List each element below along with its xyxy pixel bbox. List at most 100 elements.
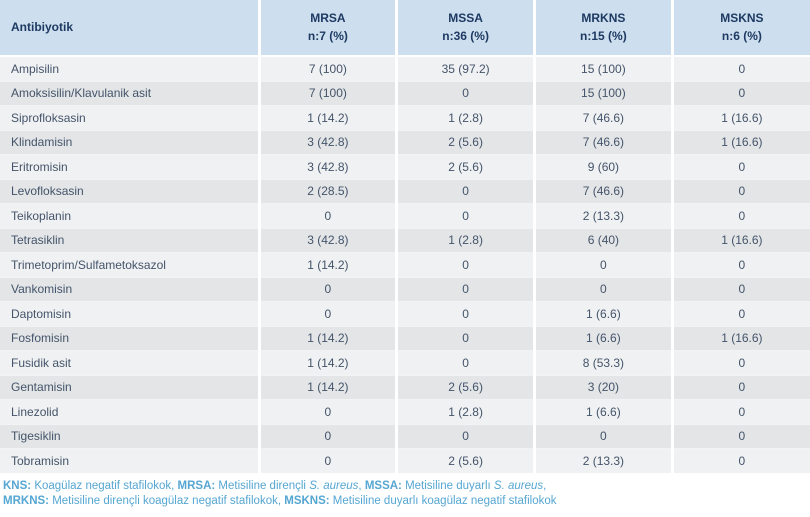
value-cell: 1 (16.6) <box>670 105 810 130</box>
header-label: MSKNS <box>720 11 764 26</box>
footnote-text: , <box>358 479 365 492</box>
value-cell: 1 (6.6) <box>533 399 673 424</box>
table-row: Daptomisin 0 0 1 (6.6) 0 <box>0 301 810 326</box>
antibiotic-name-cell: Tetrasiklin <box>0 227 259 253</box>
value-cell: 1 (6.6) <box>533 301 673 326</box>
table-body: Ampisilin 7 (100) 35 (97.2) 15 (100) 0 Amoksi… <box>0 55 810 473</box>
value-cell: 1 (14.2) <box>257 105 397 130</box>
antibiotic-name-cell: Eritromisin <box>0 154 259 179</box>
table-header: Antibiyotik MRSA n:7 (%) MSSA n:36 (%) M… <box>0 0 810 57</box>
footnote-line: MRKNS: Metisiline dirençli koagülaz nega… <box>3 494 810 509</box>
value-cell: 1 (2.8) <box>395 399 535 424</box>
antibiotic-name-cell: Fusidik asit <box>0 350 259 375</box>
value-cell: 3 (42.8) <box>257 129 397 155</box>
value-cell: 35 (97.2) <box>395 55 535 81</box>
value-cell: 0 <box>670 301 810 326</box>
table-row: Vankomisin 0 0 0 0 <box>0 276 810 302</box>
value-cell: 7 (46.6) <box>533 105 673 130</box>
table-row: Fusidik asit 1 (14.2) 0 8 (53.3) 0 <box>0 350 810 375</box>
table-row: Tigesiklin 0 0 0 0 <box>0 423 810 449</box>
header-label: MRSA <box>310 11 346 26</box>
value-cell: 1 (16.6) <box>670 325 810 351</box>
value-cell: 1 (14.2) <box>257 252 397 277</box>
value-cell: 2 (13.3) <box>533 448 673 473</box>
value-cell: 0 <box>395 325 535 351</box>
value-cell: 0 <box>670 252 810 277</box>
value-cell: 0 <box>257 276 397 302</box>
value-cell: 2 (5.6) <box>395 374 535 400</box>
value-cell: 1 (2.8) <box>395 227 535 253</box>
value-cell: 7 (100) <box>257 55 397 81</box>
header-mssa: MSSA n:36 (%) <box>395 0 535 57</box>
value-cell: 0 <box>670 350 810 375</box>
value-cell: 0 <box>670 448 810 473</box>
value-cell: 0 <box>395 301 535 326</box>
value-cell: 0 <box>257 203 397 228</box>
antibiotic-name-cell: Ampisilin <box>0 55 259 81</box>
value-cell: 9 (60) <box>533 154 673 179</box>
value-cell: 2 (13.3) <box>533 203 673 228</box>
value-cell: 2 (5.6) <box>395 154 535 179</box>
header-n-count: n:36 (%) <box>442 28 489 43</box>
value-cell: 8 (53.3) <box>533 350 673 375</box>
header-n-count: n:7 (%) <box>307 28 348 43</box>
value-cell: 0 <box>670 178 810 204</box>
table-row: Amoksisilin/Klavulanik asit 7 (100) 0 15 (1… <box>0 80 810 106</box>
header-mrsa: MRSA n:7 (%) <box>257 0 397 57</box>
footnote-abbreviation: MRSA: <box>177 479 216 492</box>
footnote: KNS: Koagülaz negatif stafilokok, MRSA: … <box>0 479 810 509</box>
header-mrkns: MRKNS n:15 (%) <box>533 0 673 57</box>
value-cell: 0 <box>533 423 673 449</box>
footnote-line: KNS: Koagülaz negatif stafilokok, MRSA: … <box>3 479 810 494</box>
value-cell: 3 (42.8) <box>257 227 397 253</box>
value-cell: 15 (100) <box>533 80 673 106</box>
antibiotic-resistance-table: Antibiyotik MRSA n:7 (%) MSSA n:36 (%) M… <box>0 0 810 473</box>
antibiotic-name-cell: Tigesiklin <box>0 423 259 449</box>
antibiotic-name-cell: Trimetoprim/Sulfametoksazol <box>0 252 259 277</box>
footnote-text: Koagülaz negatif stafilokok, <box>31 479 178 492</box>
value-cell: 1 (16.6) <box>670 129 810 155</box>
header-mskns: MSKNS n:6 (%) <box>670 0 810 57</box>
footnote-text: Metisiline duyarlı <box>401 479 494 492</box>
value-cell: 2 (28.5) <box>257 178 397 204</box>
footnote-text: Metisiline duyarlı koagülaz negatif staf… <box>329 494 557 507</box>
table-row: Tetrasiklin 3 (42.8) 1 (2.8) 6 (40) 1 (16.6) <box>0 227 810 253</box>
value-cell: 0 <box>533 252 673 277</box>
header-row: Antibiyotik MRSA n:7 (%) MSSA n:36 (%) M… <box>0 0 810 57</box>
table-row: Klindamisin 3 (42.8) 2 (5.6) 7 (46.6) 1 (16.… <box>0 129 810 155</box>
value-cell: 0 <box>395 252 535 277</box>
value-cell: 0 <box>395 203 535 228</box>
antibiotic-name-cell: Teikoplanin <box>0 203 259 228</box>
antibiotic-name-cell: Daptomisin <box>0 301 259 326</box>
antibiotic-name-cell: Levofloksasin <box>0 178 259 204</box>
value-cell: 0 <box>395 80 535 106</box>
table-row: Tobramisin 0 2 (5.6) 2 (13.3) 0 <box>0 448 810 473</box>
footnote-abbreviation: MSKNS: <box>284 494 330 507</box>
footnote-text: S. aureus <box>309 479 359 492</box>
table-row: Eritromisin 3 (42.8) 2 (5.6) 9 (60) 0 <box>0 154 810 179</box>
header-label: MSSA <box>448 11 483 26</box>
antibiotic-name-cell: Amoksisilin/Klavulanik asit <box>0 80 259 106</box>
footnote-text: Metisiline dirençli <box>215 479 310 492</box>
table-row: Levofloksasin 2 (28.5) 0 7 (46.6) 0 <box>0 178 810 204</box>
value-cell: 0 <box>670 55 810 81</box>
table-row: Ampisilin 7 (100) 35 (97.2) 15 (100) 0 <box>0 55 810 81</box>
footnote-abbreviation: MRKNS: <box>3 494 49 507</box>
value-cell: 1 (14.2) <box>257 350 397 375</box>
table-row: Teikoplanin 0 0 2 (13.3) 0 <box>0 203 810 228</box>
value-cell: 7 (46.6) <box>533 178 673 204</box>
value-cell: 1 (6.6) <box>533 325 673 351</box>
antibiotic-name-cell: Fosfomisin <box>0 325 259 351</box>
antibiotic-name-cell: Linezolid <box>0 399 259 424</box>
value-cell: 0 <box>670 399 810 424</box>
value-cell: 1 (14.2) <box>257 325 397 351</box>
value-cell: 3 (42.8) <box>257 154 397 179</box>
value-cell: 0 <box>670 423 810 449</box>
value-cell: 3 (20) <box>533 374 673 400</box>
value-cell: 0 <box>670 203 810 228</box>
value-cell: 7 (46.6) <box>533 129 673 155</box>
value-cell: 0 <box>533 276 673 302</box>
value-cell: 0 <box>670 374 810 400</box>
table-row: Gentamisin 1 (14.2) 2 (5.6) 3 (20) 0 <box>0 374 810 400</box>
